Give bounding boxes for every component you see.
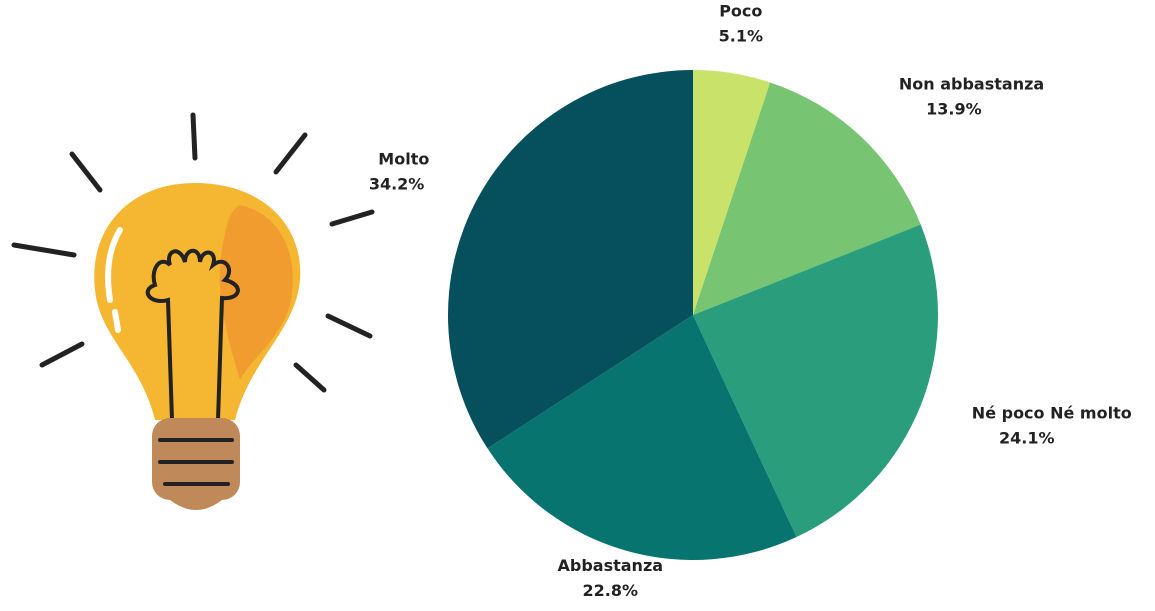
pie-slice xyxy=(487,315,797,560)
slice-value-label: 34.2% xyxy=(369,174,425,193)
slice-label: Non abbastanza xyxy=(899,74,1044,93)
slice-label: Abbastanza xyxy=(558,556,664,575)
slice-value-label: 5.1% xyxy=(719,26,763,45)
pie-slice xyxy=(693,70,771,315)
lightbulb-illustration xyxy=(11,112,375,510)
slice-value-label: 22.8% xyxy=(583,581,639,600)
pie-slice xyxy=(448,70,693,449)
slice-value-label: 13.9% xyxy=(926,99,982,118)
slice-value-label: 24.1% xyxy=(999,428,1055,447)
slice-label: Né poco Né molto xyxy=(972,403,1132,422)
slice-label: Molto xyxy=(378,149,429,168)
slice-label: Poco xyxy=(719,1,762,20)
pie-slice xyxy=(693,82,921,316)
pie-slice xyxy=(693,224,938,538)
